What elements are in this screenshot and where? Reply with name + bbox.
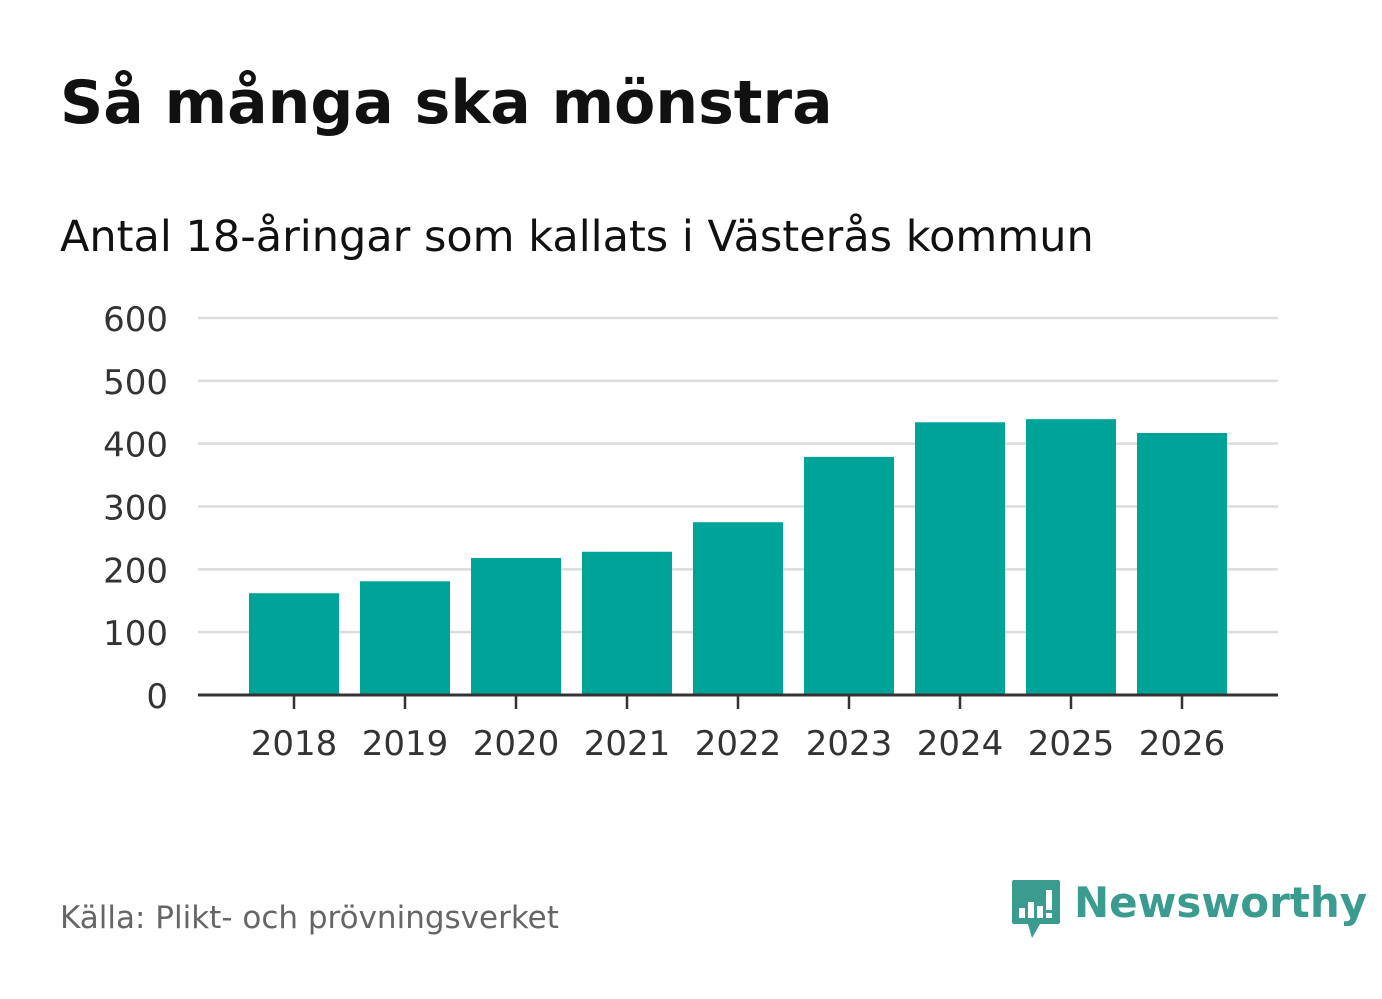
newsworthy-logo: Newsworthy — [1010, 878, 1367, 940]
bar-2020 — [471, 558, 561, 695]
y-tick-label: 0 — [146, 677, 168, 717]
bar-2026 — [1137, 432, 1227, 695]
x-tick-label: 2020 — [473, 724, 560, 764]
bar-2023 — [804, 456, 894, 695]
newsworthy-logo-icon — [1012, 880, 1060, 938]
chart-subtitle: Antal 18-åringar som kallats i Västerås … — [60, 212, 1094, 262]
x-tick-label: 2026 — [1139, 724, 1226, 764]
x-tick-label: 2023 — [806, 724, 893, 764]
x-tick-label: 2019 — [362, 724, 449, 764]
source-note: Källa: Plikt- och prövningsverket — [60, 900, 559, 936]
chart-title: Så många ska mönstra — [60, 68, 833, 138]
x-tick-label: 2018 — [251, 724, 338, 764]
x-tick-label: 2025 — [1028, 724, 1115, 764]
y-tick-label: 600 — [103, 300, 168, 340]
x-tick-label: 2024 — [917, 724, 1004, 764]
x-tick-label: 2021 — [584, 724, 671, 764]
bar-2025 — [1026, 419, 1116, 695]
y-tick-label: 500 — [103, 363, 168, 403]
bar-2022 — [693, 522, 783, 695]
bar-2018 — [249, 593, 339, 695]
y-tick-label: 200 — [103, 551, 168, 591]
x-tick-label: 2022 — [695, 724, 782, 764]
logo-text: Newsworthy — [1074, 877, 1368, 927]
bar-2024 — [915, 422, 1005, 695]
bar-2021 — [582, 551, 672, 695]
bar-2019 — [360, 581, 450, 695]
y-tick-label: 400 — [103, 426, 168, 466]
y-tick-label: 100 — [103, 614, 168, 654]
y-tick-label: 300 — [103, 489, 168, 529]
